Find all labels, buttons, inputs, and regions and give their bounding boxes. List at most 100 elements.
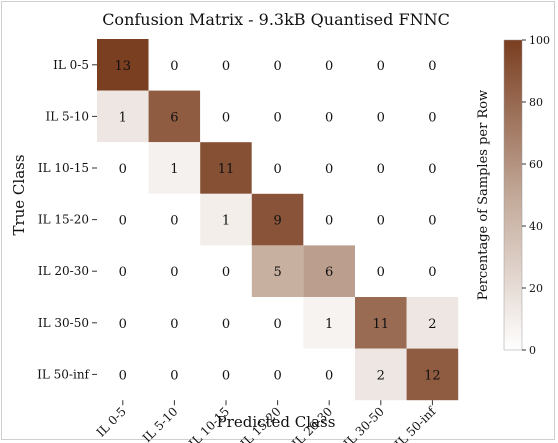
heatmap-cell xyxy=(355,245,407,297)
heatmap-cell xyxy=(97,39,149,91)
colorbar-tick-label: 40 xyxy=(529,220,543,233)
cell-value-label: 0 xyxy=(325,162,333,177)
cell-value-label: 2 xyxy=(428,317,436,332)
cell-value-label: 0 xyxy=(273,368,281,383)
cell-value-label: 0 xyxy=(170,265,178,280)
x-tick-label: IL 50-inf xyxy=(392,403,440,443)
heatmap-cell xyxy=(406,90,459,143)
heatmap-cell xyxy=(251,90,304,143)
cell-value-label: 0 xyxy=(273,162,281,177)
colorbar-tick-label: 100 xyxy=(529,34,550,47)
cell-value-label: 0 xyxy=(119,317,127,332)
heatmap-cell xyxy=(251,297,304,349)
heatmap-cell xyxy=(303,297,355,349)
heatmap-cell xyxy=(97,297,149,349)
cell-value-label: 6 xyxy=(325,265,333,280)
heatmap-cell xyxy=(303,90,355,143)
heatmap-cell xyxy=(200,142,252,194)
cell-value-label: 0 xyxy=(170,368,178,383)
heatmap-cell xyxy=(200,297,252,349)
cell-value-label: 1 xyxy=(222,214,230,229)
cell-value-label: 5 xyxy=(273,265,281,280)
colorbar-tick-label: 60 xyxy=(529,158,543,171)
chart-title: Confusion Matrix - 9.3kB Quantised FNNC xyxy=(102,10,450,29)
cell-value-label: 0 xyxy=(428,59,436,74)
cell-value-label: 0 xyxy=(428,214,436,229)
cell-value-label: 0 xyxy=(325,59,333,74)
heatmap-cell xyxy=(251,245,304,297)
cell-value-label: 0 xyxy=(119,265,127,280)
cell-value-label: 0 xyxy=(273,110,281,125)
y-tick-label: IL 50-inf xyxy=(37,367,90,381)
y-tick-label: IL 20-30 xyxy=(38,264,89,278)
colorbar xyxy=(503,39,523,351)
heatmap-cell xyxy=(148,39,201,91)
colorbar-tick-label: 20 xyxy=(529,282,543,295)
cell-value-label: 0 xyxy=(273,317,281,332)
y-tick-label: IL 15-20 xyxy=(38,213,89,227)
heatmap-cell xyxy=(303,142,355,194)
cell-value-label: 0 xyxy=(170,214,178,229)
heatmap-cell xyxy=(148,193,201,246)
y-tick-labels: IL 0-5 IL 5-10 IL 10-15 IL 15-20 IL 20-30 IL … xyxy=(37,58,97,381)
heatmap-cell xyxy=(406,142,459,194)
heatmap-cell xyxy=(251,39,304,91)
cell-value-label: 11 xyxy=(218,162,235,177)
y-tick-label: IL 10-15 xyxy=(38,161,89,175)
heatmap-cell xyxy=(355,193,407,246)
heatmap-cell xyxy=(148,297,201,349)
heatmap-cell xyxy=(148,90,201,143)
heatmap-cell xyxy=(406,348,459,401)
heatmap-cell xyxy=(355,142,407,194)
heatmap-cell xyxy=(303,39,355,91)
heatmap-cell xyxy=(355,39,407,91)
x-tick-label: IL 0-5 xyxy=(94,404,129,439)
cell-value-label: 0 xyxy=(428,110,436,125)
cell-value-label: 6 xyxy=(170,110,178,125)
heatmap-cell xyxy=(303,193,355,246)
heatmap-cell xyxy=(200,39,252,91)
colorbar-tick-label: 0 xyxy=(529,344,536,357)
cell-value-label: 0 xyxy=(170,59,178,74)
cell-value-label: 0 xyxy=(119,214,127,229)
heatmap-cells: 13 0 0 0 0 0 01 6 0 0 0 0 00 1 11 0 0 0 00 0 1 9 0 0 00 0 0 5 6 0 00 0 0… xyxy=(97,39,459,401)
cell-value-label: 0 xyxy=(222,265,230,280)
cell-value-label: 1 xyxy=(119,110,127,125)
cell-value-label: 0 xyxy=(119,368,127,383)
heatmap-cell xyxy=(97,193,149,246)
cell-value-label: 0 xyxy=(222,368,230,383)
heatmap-cell xyxy=(406,39,459,91)
heatmap-cell xyxy=(406,245,459,297)
heatmap-cell xyxy=(406,193,459,246)
cell-value-label: 2 xyxy=(377,368,385,383)
cell-value-label: 12 xyxy=(424,368,441,383)
cell-value-label: 1 xyxy=(170,162,178,177)
heatmap-cell xyxy=(303,348,355,401)
cell-value-label: 13 xyxy=(115,59,132,74)
colorbar-tick-label: 80 xyxy=(529,96,543,109)
cell-value-label: 0 xyxy=(222,59,230,74)
heatmap-cell xyxy=(148,245,201,297)
y-tick-label: IL 5-10 xyxy=(46,109,89,123)
heatmap-cell xyxy=(303,245,355,297)
heatmap-cell xyxy=(251,193,304,246)
x-tick-label: IL 5-10 xyxy=(140,404,181,443)
cell-value-label: 1 xyxy=(325,317,333,332)
heatmap-cell xyxy=(97,90,149,143)
heatmap-cell xyxy=(355,90,407,143)
cell-value-label: 11 xyxy=(373,317,390,332)
heatmap-cell xyxy=(97,348,149,401)
heatmap-cell xyxy=(355,348,407,401)
heatmap-cell xyxy=(148,348,201,401)
cell-value-label: 0 xyxy=(222,317,230,332)
cell-value-label: 0 xyxy=(377,110,385,125)
y-tick-label: IL 30-50 xyxy=(38,316,89,330)
cell-value-label: 0 xyxy=(170,317,178,332)
heatmap-cell xyxy=(200,90,252,143)
heatmap-cell xyxy=(251,348,304,401)
x-tick-label: IL 30-50 xyxy=(341,404,387,443)
cell-value-label: 0 xyxy=(119,162,127,177)
cell-value-label: 0 xyxy=(377,162,385,177)
colorbar-ticks: 0 20 40 60 80 100 xyxy=(522,34,550,357)
